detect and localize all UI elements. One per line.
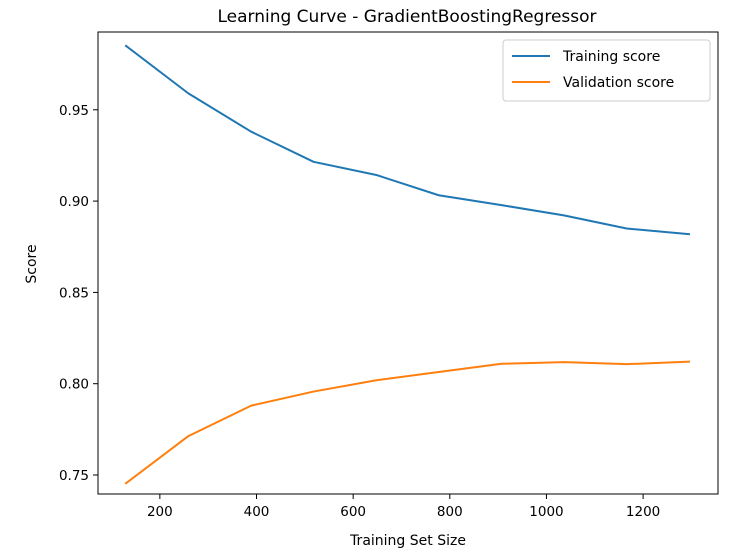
x-tick-label: 600 bbox=[340, 504, 366, 520]
series-line-0 bbox=[124, 44, 691, 236]
x-tick-label: 400 bbox=[244, 504, 270, 520]
y-axis-label: Score bbox=[24, 244, 40, 283]
y-axis-ticks: 0.75 0.80 0.85 0.90 0.95 bbox=[59, 103, 98, 484]
x-tick-label: 1200 bbox=[626, 504, 660, 520]
legend-box bbox=[502, 39, 711, 102]
plot-frame bbox=[97, 31, 719, 495]
y-tick-label: 0.95 bbox=[59, 103, 89, 119]
x-tick-label: 800 bbox=[437, 504, 463, 520]
chart-legend: Training score Validation score bbox=[502, 39, 711, 102]
y-tick-label: 0.85 bbox=[59, 285, 89, 301]
y-tick-label: 0.80 bbox=[59, 377, 89, 393]
x-tick-label: 1000 bbox=[529, 504, 563, 520]
legend-label-1: Validation score bbox=[563, 75, 674, 91]
series-line-1 bbox=[124, 360, 691, 485]
x-tick-label: 200 bbox=[147, 504, 173, 520]
x-axis-label: Training Set Size bbox=[349, 533, 466, 549]
legend-label-0: Training score bbox=[562, 49, 660, 65]
series-layer bbox=[124, 44, 691, 485]
plot-area bbox=[97, 31, 719, 495]
chart-title: Learning Curve - GradientBoostingRegress… bbox=[217, 7, 596, 27]
x-axis-ticks: 200 400 600 800 1000 1200 bbox=[147, 494, 660, 520]
y-tick-label: 0.75 bbox=[59, 468, 89, 484]
y-tick-label: 0.90 bbox=[59, 194, 89, 210]
